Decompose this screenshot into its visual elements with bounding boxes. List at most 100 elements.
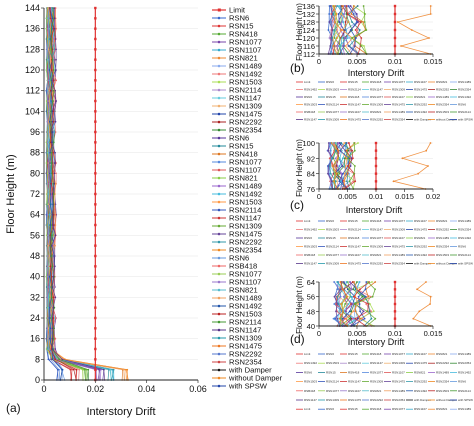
legend-label: RSN1503 [229,310,262,319]
c-legend-label: without Damper [436,262,457,266]
c-legend-label: RSN1492 [458,236,471,240]
a-y-tick-label: 40 [30,272,40,282]
a-series-marker [53,110,55,113]
a-series-marker [45,69,48,71]
d-y-tick-label: 40 [307,322,315,331]
c-series-marker [330,142,333,144]
d-series-marker [367,295,370,298]
d-series-marker [332,317,335,320]
d-series-marker [357,317,359,320]
d-legend-label: RSN1147 [304,398,317,402]
legend-swatch-marker [217,128,221,132]
c-series-marker [338,165,341,167]
a-limit-marker [94,285,97,289]
d-series-marker [333,303,336,305]
a-series-marker [48,203,50,206]
c-series-marker [348,157,351,160]
panel-d-limit-line [393,280,397,328]
c-series-marker [338,180,341,183]
legend-label: RSN2354 [229,126,262,135]
d-legend-label: RSN1077 [392,407,405,411]
d-series-marker [372,310,375,313]
a-series-marker [52,79,55,82]
d-y-tick-label: 48 [307,307,315,316]
d-legend-label: without Damper [436,398,457,402]
a-series-marker [53,38,56,40]
d-legend-label: RSN1107 [414,352,427,356]
d-legend-label: RSN6 [326,352,334,356]
d-series-marker [429,303,431,305]
b-y-tick-label: 132 [302,10,315,19]
c-legend-label: RSN1147 [348,245,361,249]
a-series-marker [49,162,51,164]
legend-label: RSN418 [229,30,258,39]
c-legend-label: RSN15 [326,236,336,240]
d-x-tick-label: 0.01 [388,329,403,338]
a-series-marker [53,182,56,185]
a-series-marker [71,368,73,371]
c-series-marker [337,142,339,144]
d-legend-label: RSN1503 [326,361,339,365]
c-legend-label: RSN1475 [348,262,361,266]
c-legend-label: Limit [304,219,311,223]
d-series-marker [344,317,346,320]
legend-swatch-marker [217,8,221,12]
legend-swatch-marker [217,216,221,220]
a-y-tick-label: 96 [30,127,40,137]
legend-swatch-marker [217,48,221,52]
legend-label: RSN15 [229,142,253,151]
b-legend-label: RSN1309 [370,103,383,107]
b-y-tick-label: 136 [302,2,315,11]
panel-d-x-ticks: 0 0.005 0.01 0.015 [317,326,442,338]
d-series-marker [348,288,351,291]
b-series-marker [410,29,413,31]
a-limit-marker [94,141,97,144]
b-series-marker [360,45,363,47]
b-series-marker [341,21,343,23]
c-series-marker [329,149,332,152]
a-series-marker [46,120,48,123]
d-series-marker [364,288,367,291]
d-series-marker [350,295,353,298]
d-legend-label: RSN1077 [392,352,405,356]
a-limit-marker [94,120,97,123]
c-legend-label: RSN1489 [458,219,471,223]
legend-swatch-marker [217,248,221,252]
c-legend-label: RSN2114 [458,253,471,257]
legend-swatch-marker [217,64,221,68]
b-legend-label: RSN1147 [348,103,361,107]
d-legend-label: RSN6 [326,407,334,411]
b-legend-label: with SPSW [458,118,473,122]
d-x-tick-label: 0 [317,329,321,338]
d-series-marker [350,310,353,313]
a-series-marker [78,368,80,371]
c-series-marker [334,165,336,167]
a-series-marker [123,368,125,371]
d-legend-label: RSN2292 [436,361,449,365]
panel-a-legend: LimitRSN6RSN15RSN418RSN1077RSN1107RSN821… [212,6,283,391]
d-legend-label: RSN1503 [304,380,317,384]
d-legend-label: RSN1077 [370,370,383,374]
c-series-marker [344,149,347,152]
d-series-marker [336,303,339,305]
b-series-marker [349,5,352,7]
c-legend-label: RSN2292 [436,228,449,232]
d-series-marker [349,317,352,320]
b-series-marker [331,37,334,39]
c-limit-marker [374,180,378,183]
a-series-marker [51,172,53,175]
b-legend-label: RSN1489 [436,95,449,99]
a-series-marker [73,368,75,371]
d-series-marker [337,288,340,291]
a-limit-marker [94,306,97,309]
a-series-marker [51,358,54,361]
a-series-marker [53,286,55,288]
d-legend-label: RSN1309 [392,361,405,365]
c-series-marker [337,149,339,152]
b-series-marker [351,21,353,23]
d-legend-label: RSN2354 [392,398,405,402]
a-series-marker [50,100,52,102]
a-series-marker [51,265,54,268]
b-series-marker [336,45,338,47]
panel-b-label: (b) [290,61,305,75]
